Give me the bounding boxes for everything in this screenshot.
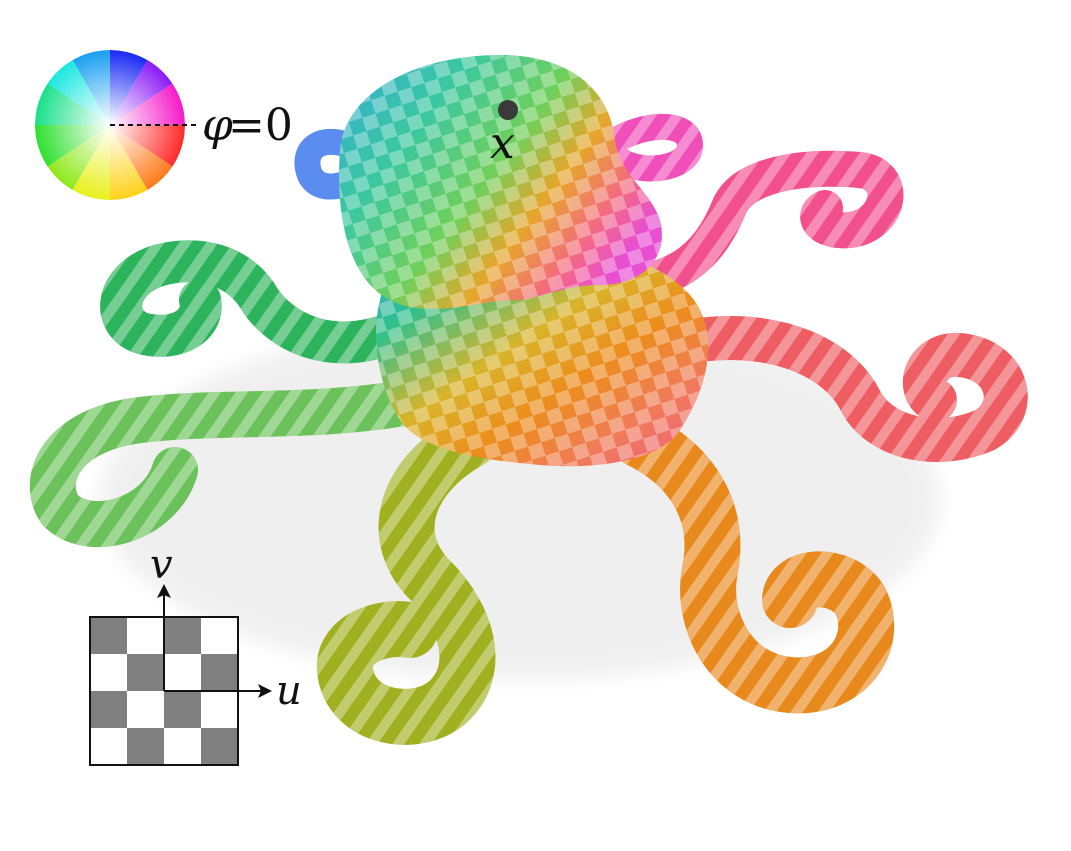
tentacle-magenta bbox=[587, 113, 704, 182]
tentacle-lightgreen bbox=[29, 377, 443, 548]
tentacle-olive bbox=[316, 412, 498, 745]
tentacle-green bbox=[100, 240, 421, 364]
uv-checker-icon bbox=[89, 584, 272, 766]
point-x-marker bbox=[498, 100, 518, 120]
tentacle-red bbox=[678, 316, 1028, 462]
tentacle-orange bbox=[612, 412, 895, 714]
uv-checker-grid bbox=[89, 616, 239, 766]
u-axis-label: u bbox=[276, 668, 302, 714]
octopus-head bbox=[339, 55, 662, 309]
phi-equals-zero: =0 bbox=[228, 100, 293, 151]
tentacle-pink bbox=[632, 150, 904, 298]
u-arrowhead bbox=[258, 684, 272, 698]
v-arrowhead bbox=[157, 584, 171, 598]
v-axis-label: v bbox=[150, 542, 173, 588]
color-wheel-icon bbox=[35, 50, 200, 200]
octopus-mesh-render bbox=[29, 55, 1028, 745]
phi-label: φ bbox=[202, 100, 233, 151]
point-x-label: x bbox=[490, 118, 515, 169]
